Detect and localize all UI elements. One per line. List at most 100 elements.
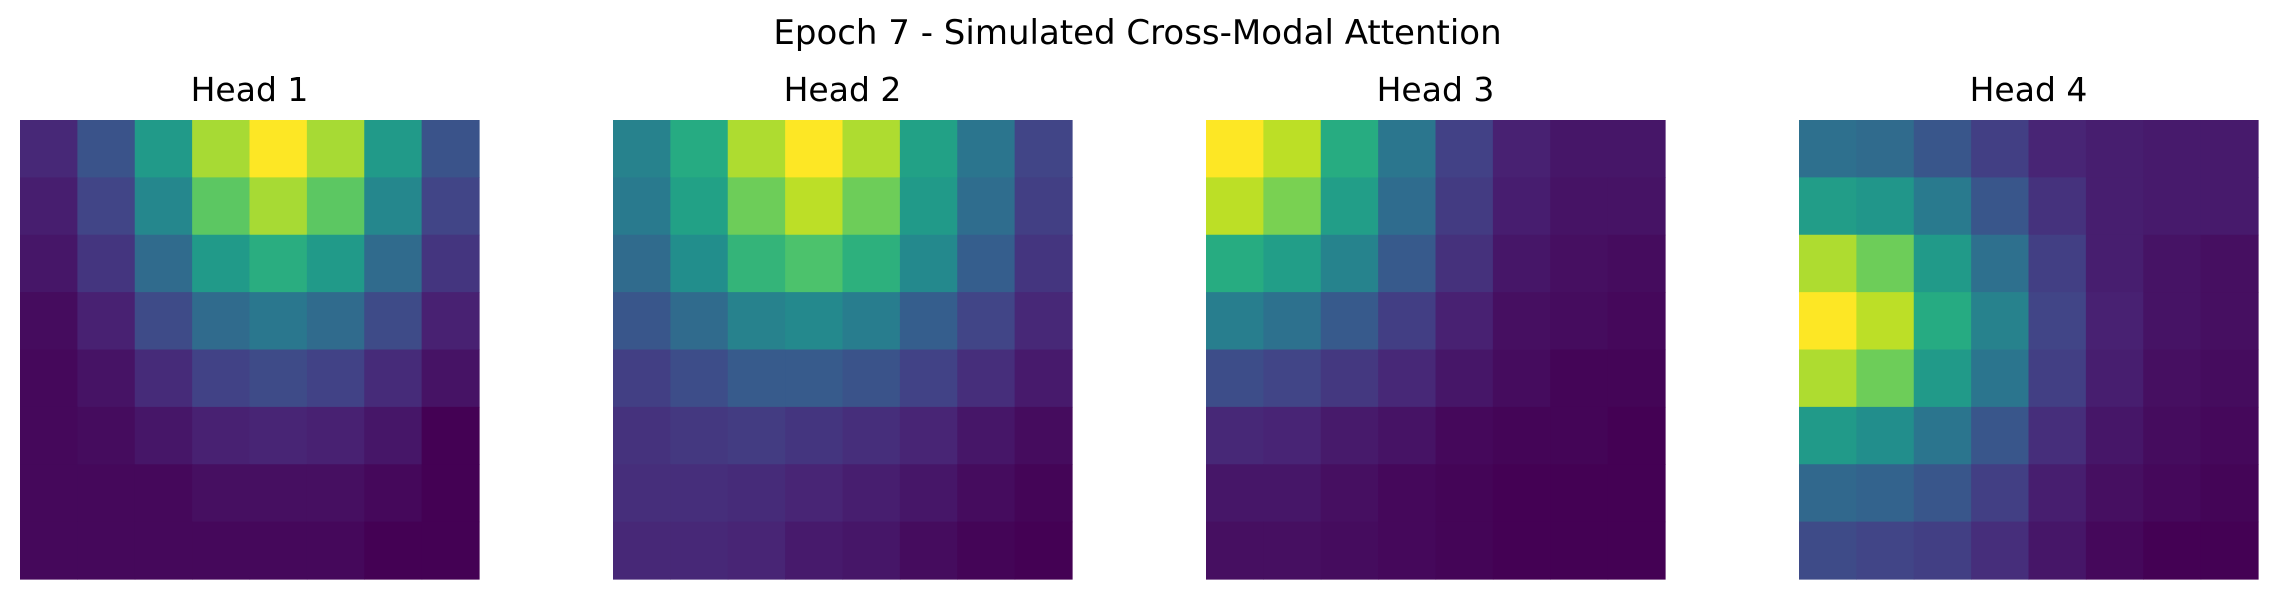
- heatmap-cell: [249, 521, 308, 580]
- heatmap-cell: [957, 120, 1016, 178]
- heatmap-cell: [1799, 120, 1857, 178]
- heatmap-cell: [1913, 464, 1972, 523]
- heatmap-cell: [1856, 234, 1915, 293]
- heatmap-cell: [2143, 464, 2202, 523]
- heatmap-cell: [1320, 406, 1379, 465]
- heatmap-cell: [727, 234, 786, 293]
- heatmap-cell: [2028, 120, 2087, 178]
- heatmap-cell: [421, 292, 480, 351]
- heatmap-cell: [785, 464, 844, 523]
- heatmap-cell: [1856, 177, 1915, 236]
- heatmap-cell: [1320, 464, 1379, 523]
- heatmap-cell: [1014, 464, 1073, 523]
- heatmap-cell: [364, 177, 423, 236]
- heatmap-cell: [2143, 292, 2202, 351]
- heatmap-cell: [1206, 177, 1264, 236]
- heatmap-cell: [2028, 464, 2087, 523]
- heatmap-cell: [1607, 349, 1666, 408]
- heatmap-cell: [1913, 292, 1972, 351]
- heatmap-cell: [1607, 292, 1666, 351]
- heatmap-cell: [842, 120, 901, 178]
- heatmap-cell: [249, 464, 308, 523]
- heatmap-cell: [2028, 406, 2087, 465]
- heatmap-cell: [1913, 177, 1972, 236]
- heatmap-cell: [306, 234, 365, 293]
- heatmap-cell: [1014, 120, 1073, 178]
- heatmap-cell: [77, 120, 136, 178]
- heatmap-cell: [1492, 292, 1551, 351]
- heatmap-cell: [1856, 521, 1915, 580]
- panel-title: Head 4: [1970, 70, 2088, 109]
- heatmap-cell: [421, 234, 480, 293]
- heatmap-cell: [306, 464, 365, 523]
- heatmap-cell: [1913, 521, 1972, 580]
- heatmap-cell: [1378, 292, 1437, 351]
- heatmap-cell: [899, 292, 958, 351]
- heatmap-cell: [613, 349, 671, 408]
- heatmap-cell: [192, 292, 251, 351]
- heatmap-cell: [1014, 406, 1073, 465]
- heatmap-cell: [306, 120, 365, 178]
- heatmap-cell: [2200, 464, 2259, 523]
- heatmap-cell: [1913, 406, 1972, 465]
- heatmap-cell: [1435, 464, 1494, 523]
- heatmap-cell: [957, 234, 1016, 293]
- heatmap-cell: [1856, 349, 1915, 408]
- heatmap-panels: Head 1 Head 2 Head 3 Head 4: [20, 70, 2259, 580]
- heatmap-cell: [842, 464, 901, 523]
- heatmap-cell: [1799, 349, 1857, 408]
- heatmap-cell: [421, 464, 480, 523]
- heatmap-cell: [134, 406, 193, 465]
- heatmap-cell: [957, 292, 1016, 351]
- heatmap-cell: [2085, 177, 2144, 236]
- heatmap-cell: [1550, 464, 1609, 523]
- heatmap-cell: [613, 292, 671, 351]
- heatmap-cell: [1971, 521, 2030, 580]
- heatmap-cell: [1492, 234, 1551, 293]
- heatmap-cell: [134, 349, 193, 408]
- heatmap-cell: [899, 521, 958, 580]
- heatmap-cell: [899, 464, 958, 523]
- heatmap-cell: [1550, 234, 1609, 293]
- heatmap-cell: [1263, 120, 1322, 178]
- heatmap-cell: [2085, 292, 2144, 351]
- heatmap-cell: [1320, 234, 1379, 293]
- heatmap-cell: [1206, 464, 1264, 523]
- heatmap-cell: [1913, 349, 1972, 408]
- heatmap-cell: [613, 120, 671, 178]
- heatmap-cell: [899, 234, 958, 293]
- heatmap-cell: [306, 349, 365, 408]
- heatmap-cell: [134, 234, 193, 293]
- heatmap-panel-1: Head 1: [20, 70, 480, 580]
- figure-title: Epoch 7 - Simulated Cross-Modal Attentio…: [773, 13, 1501, 53]
- heatmap-cell: [1550, 177, 1609, 236]
- heatmap-cell: [364, 234, 423, 293]
- heatmap-cell: [1799, 292, 1857, 351]
- heatmap-cell: [421, 120, 480, 178]
- heatmap-cell: [2028, 177, 2087, 236]
- heatmap-cell: [2028, 292, 2087, 351]
- heatmap-cell: [1799, 177, 1857, 236]
- heatmap-cell: [364, 464, 423, 523]
- heatmap-cell: [1856, 120, 1915, 178]
- heatmap-cell: [2085, 521, 2144, 580]
- heatmap-cell: [613, 406, 671, 465]
- heatmap-cell: [842, 349, 901, 408]
- heatmap-cell: [2143, 177, 2202, 236]
- heatmap-cell: [785, 234, 844, 293]
- heatmap-cell: [1856, 406, 1915, 465]
- heatmap-cell: [842, 177, 901, 236]
- heatmap-cell: [1799, 464, 1857, 523]
- heatmap-cell: [957, 521, 1016, 580]
- heatmap-cell: [1014, 234, 1073, 293]
- heatmap-cell: [1971, 406, 2030, 465]
- heatmap-cell: [2028, 349, 2087, 408]
- heatmap-cell: [134, 464, 193, 523]
- heatmap-cell: [1492, 349, 1551, 408]
- heatmap-cell: [306, 406, 365, 465]
- heatmap-cell: [134, 521, 193, 580]
- heatmap-cell: [1971, 234, 2030, 293]
- heatmap-cell: [1799, 521, 1857, 580]
- heatmap-cell: [306, 177, 365, 236]
- heatmap-cell: [727, 406, 786, 465]
